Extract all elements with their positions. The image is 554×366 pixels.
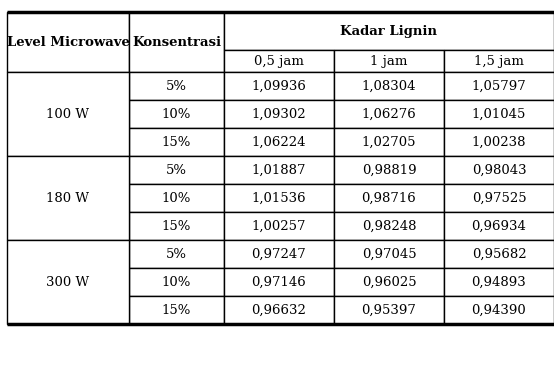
Text: 0,98248: 0,98248 bbox=[362, 220, 416, 232]
Text: 1,5 jam: 1,5 jam bbox=[474, 55, 524, 67]
Text: 300 W: 300 W bbox=[47, 276, 90, 288]
Text: 0,97525: 0,97525 bbox=[471, 191, 526, 205]
Bar bbox=[129, 212, 224, 240]
Text: Level Microwave: Level Microwave bbox=[7, 36, 130, 49]
Bar bbox=[334, 212, 444, 240]
Bar bbox=[444, 240, 554, 268]
Text: 0,98716: 0,98716 bbox=[362, 191, 417, 205]
Bar bbox=[444, 268, 554, 296]
Text: 1,00257: 1,00257 bbox=[252, 220, 306, 232]
Text: 0,95682: 0,95682 bbox=[471, 247, 526, 261]
Text: 0,97146: 0,97146 bbox=[252, 276, 306, 288]
Text: 1,00238: 1,00238 bbox=[472, 135, 526, 149]
Bar bbox=[129, 12, 224, 72]
Text: 0,96025: 0,96025 bbox=[362, 276, 416, 288]
Text: 0,95397: 0,95397 bbox=[362, 303, 417, 317]
Text: 1,06276: 1,06276 bbox=[362, 108, 417, 120]
Bar bbox=[224, 184, 334, 212]
Bar bbox=[129, 268, 224, 296]
Bar bbox=[334, 50, 444, 72]
Text: 180 W: 180 W bbox=[47, 191, 90, 205]
Bar bbox=[334, 156, 444, 184]
Text: 0,94390: 0,94390 bbox=[471, 303, 526, 317]
Bar bbox=[444, 128, 554, 156]
Bar bbox=[7, 12, 129, 72]
Text: 1,05797: 1,05797 bbox=[471, 79, 526, 93]
Text: 1,09302: 1,09302 bbox=[252, 108, 306, 120]
Text: 15%: 15% bbox=[162, 135, 191, 149]
Text: 1 jam: 1 jam bbox=[370, 55, 408, 67]
Text: 10%: 10% bbox=[162, 276, 191, 288]
Bar bbox=[444, 296, 554, 324]
Bar bbox=[444, 184, 554, 212]
Bar bbox=[224, 240, 334, 268]
Bar bbox=[444, 156, 554, 184]
Bar bbox=[444, 50, 554, 72]
Text: 0,97045: 0,97045 bbox=[362, 247, 416, 261]
Bar bbox=[224, 128, 334, 156]
Text: 1,08304: 1,08304 bbox=[362, 79, 416, 93]
Text: 5%: 5% bbox=[166, 79, 187, 93]
Bar bbox=[224, 50, 334, 72]
Text: 1,01536: 1,01536 bbox=[252, 191, 306, 205]
Bar bbox=[444, 72, 554, 100]
Bar bbox=[334, 72, 444, 100]
Text: Konsentrasi: Konsentrasi bbox=[132, 36, 221, 49]
Bar bbox=[334, 184, 444, 212]
Text: 15%: 15% bbox=[162, 220, 191, 232]
Bar bbox=[129, 184, 224, 212]
Bar bbox=[334, 296, 444, 324]
Bar bbox=[444, 100, 554, 128]
Bar bbox=[129, 100, 224, 128]
Text: 10%: 10% bbox=[162, 191, 191, 205]
Bar bbox=[334, 240, 444, 268]
Text: Kadar Lignin: Kadar Lignin bbox=[341, 25, 438, 37]
Bar bbox=[224, 100, 334, 128]
Bar bbox=[334, 100, 444, 128]
Text: 1,02705: 1,02705 bbox=[362, 135, 416, 149]
Text: 0,5 jam: 0,5 jam bbox=[254, 55, 304, 67]
Bar bbox=[334, 268, 444, 296]
Text: 100 W: 100 W bbox=[47, 108, 90, 120]
Text: 5%: 5% bbox=[166, 247, 187, 261]
Text: 1,06224: 1,06224 bbox=[252, 135, 306, 149]
Bar bbox=[7, 240, 129, 324]
Text: 1,01887: 1,01887 bbox=[252, 164, 306, 176]
Bar bbox=[7, 156, 129, 240]
Bar bbox=[129, 72, 224, 100]
Text: 0,94893: 0,94893 bbox=[471, 276, 526, 288]
Bar bbox=[129, 156, 224, 184]
Text: 0,96632: 0,96632 bbox=[252, 303, 306, 317]
Bar bbox=[224, 268, 334, 296]
Text: 1,09936: 1,09936 bbox=[252, 79, 306, 93]
Bar bbox=[334, 128, 444, 156]
Bar bbox=[224, 72, 334, 100]
Text: 1,01045: 1,01045 bbox=[472, 108, 526, 120]
Text: 5%: 5% bbox=[166, 164, 187, 176]
Bar bbox=[224, 296, 334, 324]
Text: 0,98819: 0,98819 bbox=[362, 164, 416, 176]
Text: 0,98043: 0,98043 bbox=[471, 164, 526, 176]
Bar bbox=[129, 240, 224, 268]
Bar bbox=[7, 72, 129, 156]
Bar bbox=[224, 212, 334, 240]
Text: 15%: 15% bbox=[162, 303, 191, 317]
Bar bbox=[129, 296, 224, 324]
Bar bbox=[444, 212, 554, 240]
Text: 0,96934: 0,96934 bbox=[471, 220, 526, 232]
Bar bbox=[129, 128, 224, 156]
Text: 10%: 10% bbox=[162, 108, 191, 120]
Bar bbox=[224, 12, 554, 50]
Text: 0,97247: 0,97247 bbox=[252, 247, 306, 261]
Bar bbox=[224, 156, 334, 184]
